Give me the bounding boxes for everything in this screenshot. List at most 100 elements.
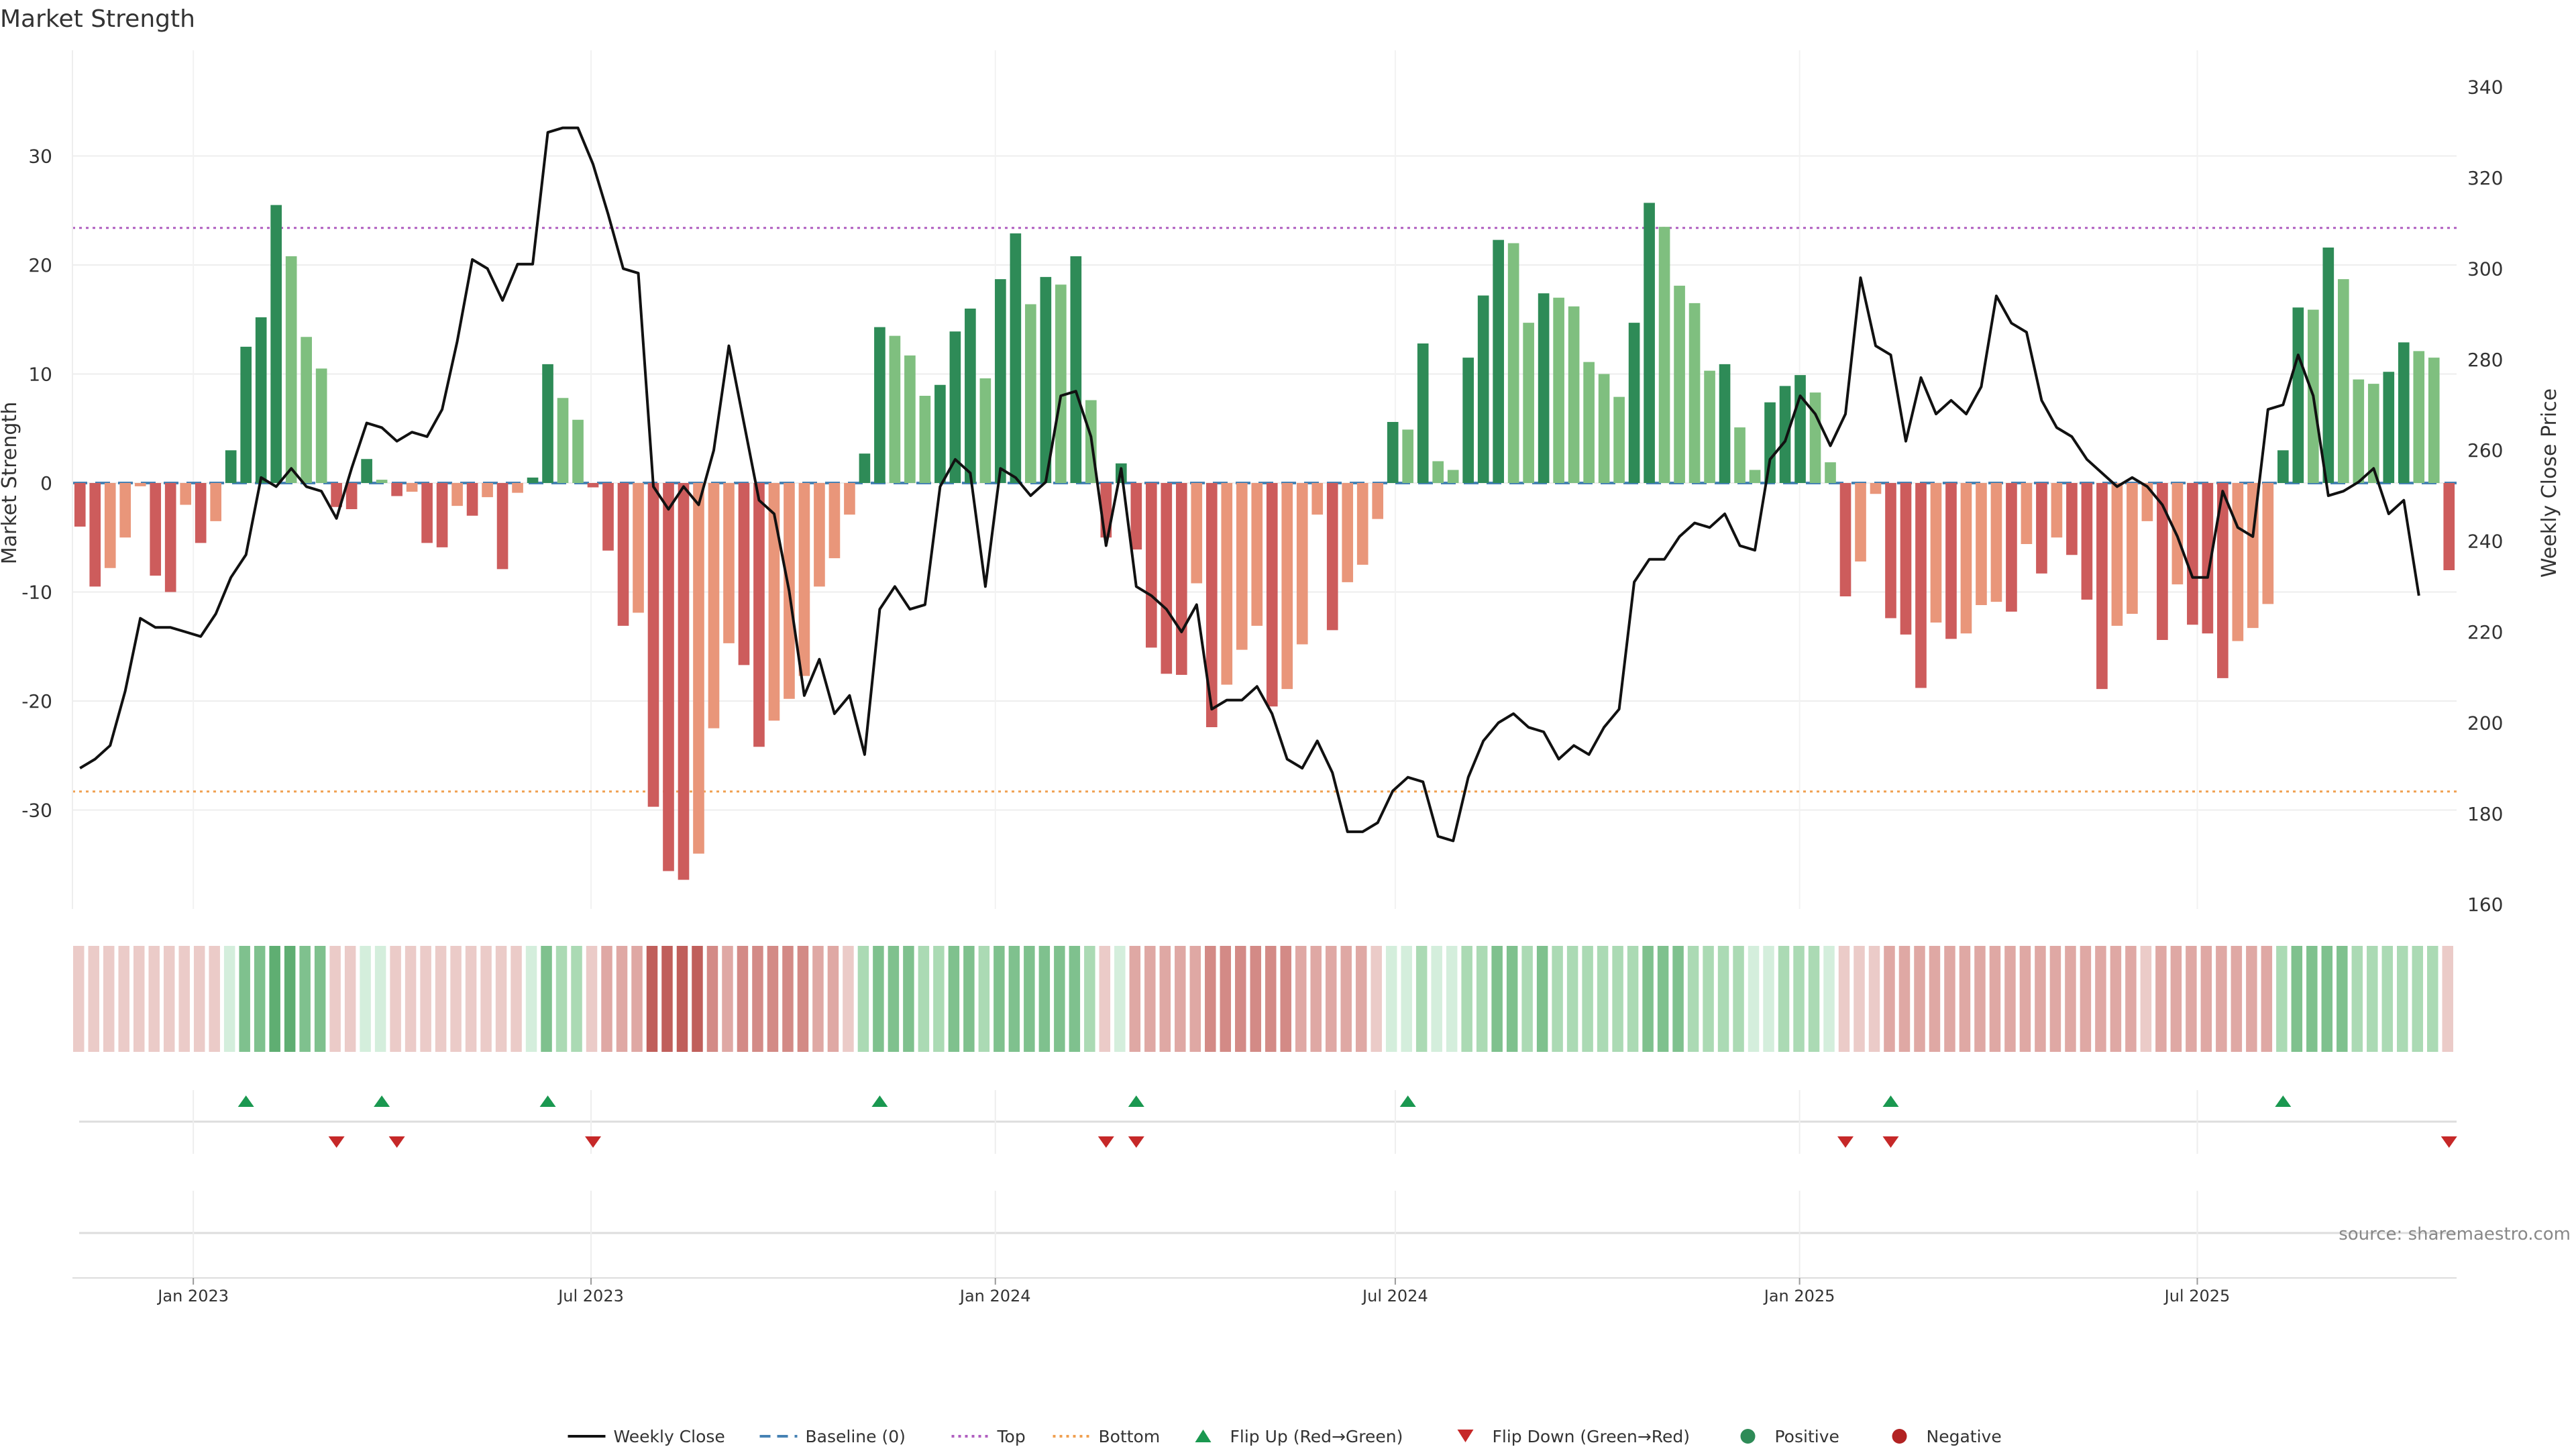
heat-cell bbox=[511, 946, 522, 1052]
strength-bar bbox=[421, 483, 433, 543]
heat-cell bbox=[1265, 946, 1277, 1052]
strength-bar bbox=[949, 331, 961, 483]
strength-bar bbox=[2353, 379, 2365, 483]
heat-cell bbox=[963, 946, 975, 1052]
heat-cell bbox=[1854, 946, 1865, 1052]
heat-cell bbox=[1778, 946, 1790, 1052]
strength-bar bbox=[150, 483, 162, 576]
heat-cell bbox=[480, 946, 492, 1052]
heat-cell bbox=[133, 946, 145, 1052]
strength-bar bbox=[1779, 386, 1791, 483]
strength-bar bbox=[2006, 483, 2017, 612]
heat-cell bbox=[1325, 946, 1337, 1052]
strength-bar bbox=[270, 205, 282, 483]
strength-bar bbox=[2367, 384, 2379, 483]
strength-bar bbox=[844, 483, 855, 515]
heat-cell bbox=[284, 946, 296, 1052]
heat-cell bbox=[843, 946, 854, 1052]
heat-cell bbox=[2186, 946, 2197, 1052]
heat-cell bbox=[420, 946, 431, 1052]
strength-bar bbox=[798, 483, 810, 676]
heat-cell bbox=[2155, 946, 2167, 1052]
heat-cell bbox=[1385, 946, 1397, 1052]
strength-bar bbox=[1960, 483, 1972, 634]
heat-cell bbox=[495, 946, 507, 1052]
strength-bar bbox=[1221, 483, 1233, 685]
legend-item: Top bbox=[951, 1427, 1026, 1446]
strength-bar bbox=[2021, 483, 2033, 544]
strength-bar bbox=[1628, 323, 1640, 483]
strength-bar bbox=[496, 483, 508, 570]
heat-cell bbox=[2351, 946, 2363, 1052]
y2-tick-label: 160 bbox=[2467, 894, 2503, 916]
strength-bar bbox=[1523, 323, 1534, 483]
y-tick-label: -10 bbox=[21, 582, 52, 604]
strength-bar bbox=[2187, 483, 2198, 625]
heat-cell bbox=[888, 946, 900, 1052]
strength-bar bbox=[1900, 483, 1912, 635]
y-tick-label: -30 bbox=[21, 800, 52, 822]
legend-circle-icon bbox=[1892, 1429, 1907, 1444]
strength-bar bbox=[1644, 203, 1655, 483]
heat-cell bbox=[2442, 946, 2453, 1052]
heat-cell bbox=[1355, 946, 1367, 1052]
strength-bar bbox=[1568, 306, 1580, 483]
heat-cell bbox=[435, 946, 447, 1052]
heat-cell bbox=[73, 946, 85, 1052]
strength-bar bbox=[1839, 483, 1851, 596]
legend-label: Top bbox=[997, 1427, 1026, 1446]
y-tick-label: -20 bbox=[21, 690, 52, 712]
grid-lines bbox=[72, 50, 2457, 909]
heat-cell bbox=[1476, 946, 1488, 1052]
strength-bar bbox=[723, 483, 735, 643]
strength-bar bbox=[195, 483, 207, 543]
heat-cell bbox=[722, 946, 733, 1052]
heat-cell bbox=[465, 946, 477, 1052]
price-line-layer bbox=[79, 126, 2420, 843]
strength-bar bbox=[240, 346, 252, 483]
strength-bar bbox=[180, 483, 192, 505]
heat-cell bbox=[1491, 946, 1503, 1052]
heat-cell bbox=[1038, 946, 1051, 1052]
strength-bar bbox=[2141, 483, 2153, 521]
legend-item: Flip Up (Red→Green) bbox=[1195, 1427, 1403, 1446]
heat-cell bbox=[1974, 946, 1986, 1052]
axes: -30 -20 -10 0 10 20 30 160 180 200 220 240 260 280 300… bbox=[21, 50, 2503, 916]
source-note: source: sharemaestro.com bbox=[2339, 1224, 2571, 1244]
strength-bar bbox=[376, 480, 388, 483]
strength-bar bbox=[1417, 343, 1429, 483]
strength-bar bbox=[1990, 483, 2002, 602]
strength-bar bbox=[587, 483, 599, 488]
heat-cell bbox=[299, 946, 311, 1052]
strength-bar bbox=[1704, 370, 1715, 483]
strength-bar bbox=[1825, 462, 1836, 483]
legend-label: Positive bbox=[1775, 1427, 1839, 1446]
strength-bar bbox=[1749, 470, 1761, 483]
strength-bar bbox=[1462, 358, 1474, 483]
strength-bar bbox=[1507, 243, 1519, 483]
heat-cell bbox=[1054, 946, 1065, 1052]
strength-bar bbox=[1658, 227, 1670, 483]
y-axis-label: Market Strength bbox=[0, 402, 21, 564]
legend-label: Flip Up (Red→Green) bbox=[1230, 1427, 1403, 1446]
heat-cell bbox=[1506, 946, 1518, 1052]
y-tick-label: 30 bbox=[28, 146, 52, 168]
legend-item: Flip Down (Green→Red) bbox=[1457, 1427, 1690, 1446]
heat-cell bbox=[1763, 946, 1774, 1052]
strength-bar bbox=[2443, 483, 2455, 570]
date-tick-label: Jul 2024 bbox=[1361, 1287, 1428, 1305]
strength-bar bbox=[1734, 427, 1746, 483]
heat-cell bbox=[88, 946, 99, 1052]
strength-bar bbox=[1809, 392, 1821, 483]
y2-tick-label: 240 bbox=[2467, 531, 2503, 553]
legend-label: Negative bbox=[1927, 1427, 2002, 1446]
strength-bar bbox=[1266, 483, 1278, 707]
strength-bar bbox=[1719, 364, 1731, 483]
strength-bar bbox=[647, 483, 659, 807]
heat-cell bbox=[148, 946, 160, 1052]
flip-up-marker bbox=[1399, 1095, 1416, 1107]
heat-cell bbox=[1989, 946, 2001, 1052]
heat-cell bbox=[2004, 946, 2016, 1052]
heat-cell bbox=[601, 946, 612, 1052]
